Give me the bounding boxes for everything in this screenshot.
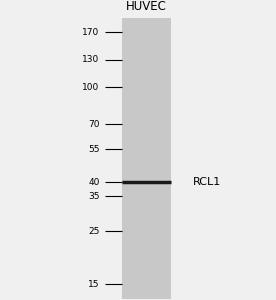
Text: HUVEC: HUVEC (126, 0, 167, 13)
Text: 15: 15 (88, 280, 100, 289)
Text: 35: 35 (88, 192, 100, 201)
Text: 25: 25 (88, 227, 100, 236)
Text: 130: 130 (82, 56, 100, 64)
Text: 55: 55 (88, 145, 100, 154)
Text: RCL1: RCL1 (193, 178, 221, 188)
Bar (121, 18, 171, 299)
Text: 70: 70 (88, 120, 100, 129)
Text: 170: 170 (82, 28, 100, 37)
Text: 100: 100 (82, 83, 100, 92)
Text: 40: 40 (88, 178, 100, 187)
